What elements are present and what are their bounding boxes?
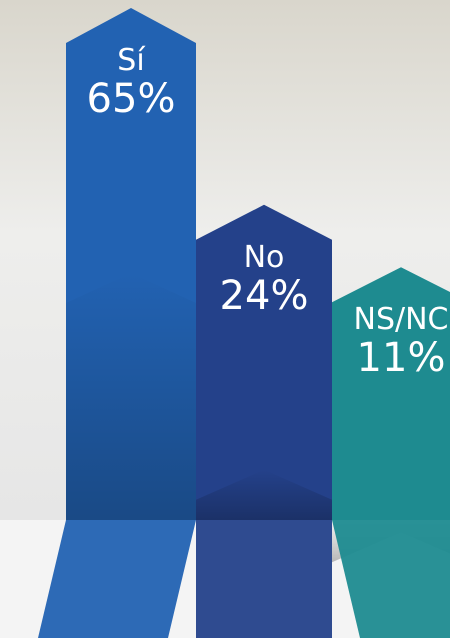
bar-reflection: [38, 520, 196, 638]
bar: [332, 267, 450, 520]
category-label: NS/NC: [354, 302, 449, 337]
bar-shade: [66, 273, 196, 520]
bar-reflection: [332, 520, 450, 638]
value-label: 24%: [220, 273, 309, 319]
bar-reflection: [196, 520, 332, 638]
bar: [196, 204, 332, 521]
category-label: No: [244, 240, 285, 275]
category-label: Sí: [117, 43, 146, 78]
value-label: 11%: [357, 335, 446, 381]
value-label: 65%: [87, 76, 176, 122]
bar-shade: [196, 469, 332, 520]
